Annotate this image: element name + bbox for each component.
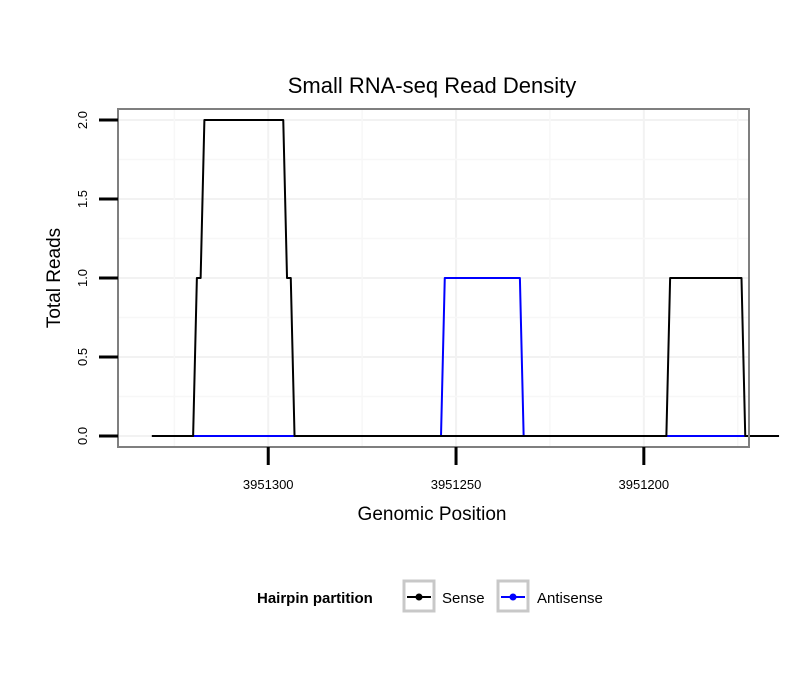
legend-label-sense: Sense	[442, 590, 485, 607]
x-axis-title: Genomic Position	[358, 504, 507, 525]
legend: Hairpin partition Sense Antisense	[257, 579, 603, 613]
x-axis: 3951300 3951250 3951200	[243, 447, 669, 492]
x-tick-label: 3951200	[619, 477, 670, 492]
y-tick-label: 2.0	[75, 111, 90, 129]
legend-label-antisense: Antisense	[537, 590, 603, 607]
series-line-sense	[151, 119, 780, 437]
legend-point-sense	[415, 593, 423, 601]
x-tick-label: 3951300	[243, 477, 294, 492]
y-tick-label: 1.5	[75, 190, 90, 208]
series-layer	[151, 119, 780, 437]
x-tick-label: 3951250	[431, 477, 482, 492]
y-axis-title: Total Reads	[44, 228, 65, 328]
legend-point-antisense	[509, 593, 517, 601]
y-tick-label: 0.5	[75, 348, 90, 366]
grid	[118, 109, 749, 447]
y-tick-label: 0.0	[75, 427, 90, 445]
legend-title: Hairpin partition	[257, 590, 373, 607]
chart-title: Small RNA-seq Read Density	[288, 73, 577, 98]
y-axis: 0.0 0.5 1.0 1.5 2.0	[75, 111, 118, 445]
y-tick-label: 1.0	[75, 269, 90, 287]
